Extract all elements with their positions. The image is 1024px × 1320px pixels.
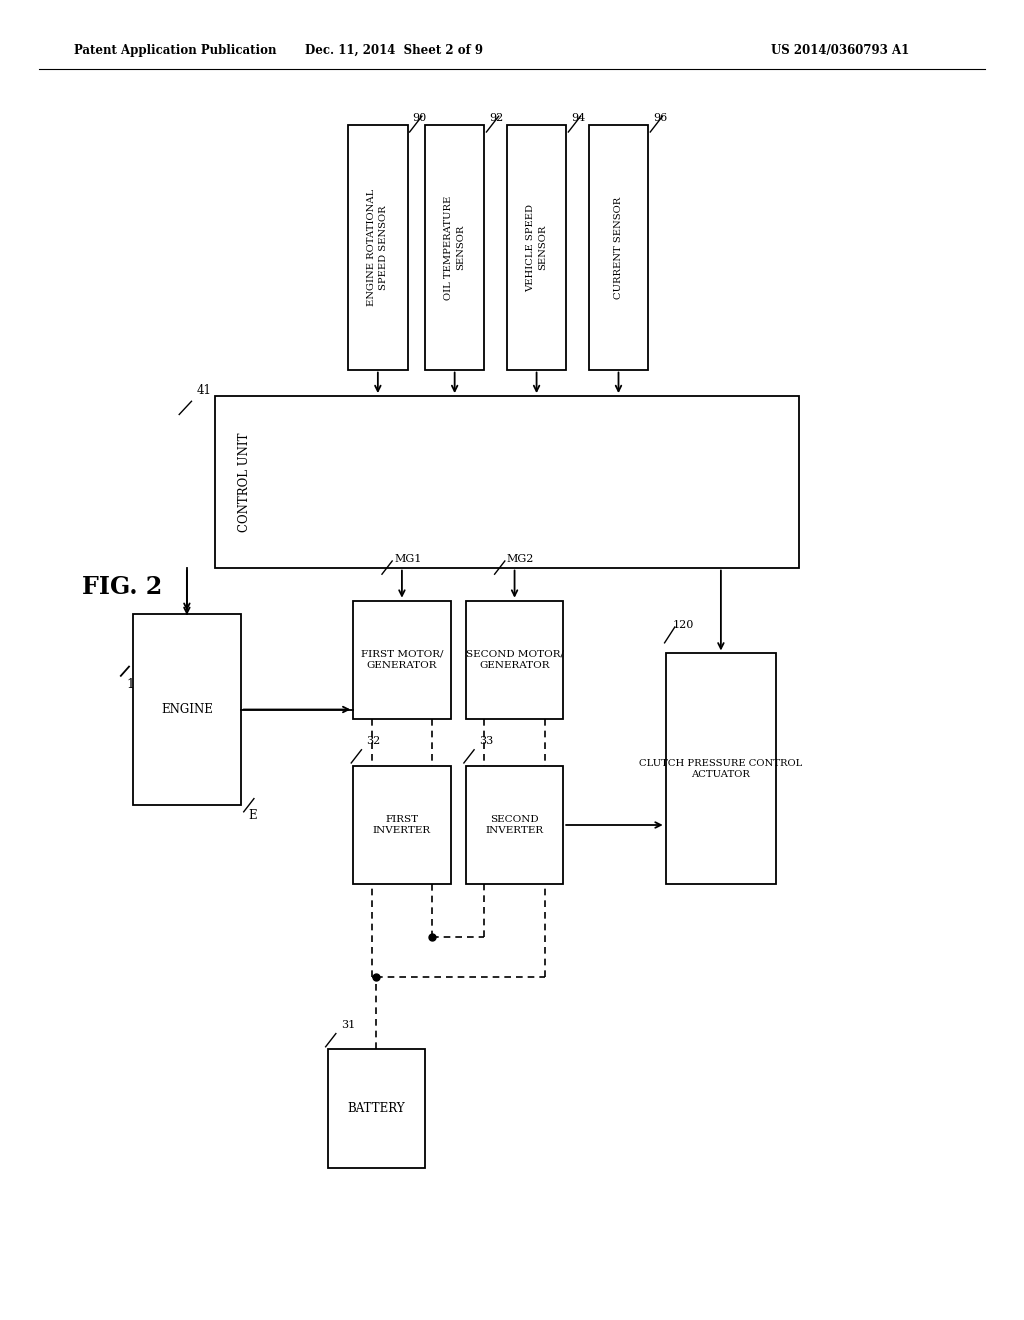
Text: CONTROL UNIT: CONTROL UNIT (238, 432, 251, 532)
Bar (466, 601, 563, 719)
Text: MG1: MG1 (394, 553, 422, 564)
Bar (348, 125, 408, 370)
Bar (425, 125, 484, 370)
Text: ENGINE ROTATIONAL
SPEED SENSOR: ENGINE ROTATIONAL SPEED SENSOR (368, 189, 388, 306)
Text: 90: 90 (413, 112, 427, 123)
Bar (507, 125, 566, 370)
Bar (353, 766, 451, 884)
Text: CLUTCH PRESSURE CONTROL
ACTUATOR: CLUTCH PRESSURE CONTROL ACTUATOR (639, 759, 803, 779)
Text: E: E (249, 809, 257, 822)
Bar (466, 766, 563, 884)
Text: 31: 31 (341, 1019, 355, 1030)
Text: 94: 94 (571, 112, 586, 123)
Text: VEHICLE SPEED
SENSOR: VEHICLE SPEED SENSOR (526, 203, 547, 292)
Text: ENGINE: ENGINE (161, 704, 213, 715)
Text: Dec. 11, 2014  Sheet 2 of 9: Dec. 11, 2014 Sheet 2 of 9 (305, 44, 483, 57)
Bar (589, 125, 648, 370)
Text: Patent Application Publication: Patent Application Publication (74, 44, 276, 57)
Text: SECOND MOTOR/
GENERATOR: SECOND MOTOR/ GENERATOR (466, 649, 563, 671)
Text: 96: 96 (653, 112, 668, 123)
Text: US 2014/0360793 A1: US 2014/0360793 A1 (770, 44, 909, 57)
Text: FIRST MOTOR/
GENERATOR: FIRST MOTOR/ GENERATOR (360, 649, 443, 671)
Text: CURRENT SENSOR: CURRENT SENSOR (614, 197, 623, 298)
Text: 32: 32 (367, 735, 381, 746)
Bar (666, 653, 776, 884)
Text: FIRST
INVERTER: FIRST INVERTER (373, 814, 431, 836)
Text: SECOND
INVERTER: SECOND INVERTER (485, 814, 544, 836)
Text: 120: 120 (673, 619, 694, 630)
Text: MG2: MG2 (507, 553, 535, 564)
Text: 33: 33 (479, 735, 494, 746)
Bar (215, 396, 799, 568)
Text: 41: 41 (197, 384, 212, 397)
Bar (353, 601, 451, 719)
Bar (328, 1049, 425, 1168)
Text: 101: 101 (126, 678, 150, 692)
Text: 92: 92 (489, 112, 504, 123)
Text: OIL TEMPERATURE
SENSOR: OIL TEMPERATURE SENSOR (444, 195, 465, 300)
Text: FIG. 2: FIG. 2 (82, 576, 162, 599)
Bar (133, 614, 241, 805)
Text: BATTERY: BATTERY (347, 1102, 406, 1115)
